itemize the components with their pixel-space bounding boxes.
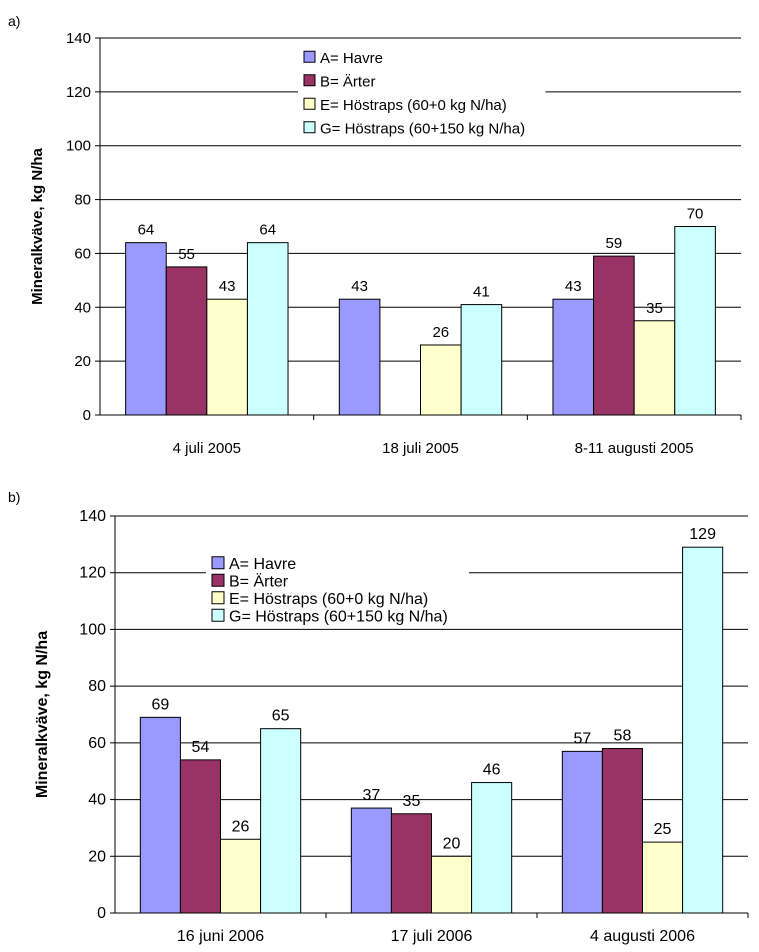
panel-label: a) bbox=[8, 13, 20, 29]
y-tick-label: 60 bbox=[88, 735, 106, 752]
bar bbox=[350, 807, 392, 914]
data-label: 37 bbox=[362, 787, 380, 804]
bar bbox=[165, 266, 208, 416]
category-label: 4 juli 2005 bbox=[173, 440, 241, 457]
data-label: 43 bbox=[219, 278, 236, 295]
bar bbox=[338, 298, 381, 416]
bar bbox=[260, 728, 302, 914]
category-label: 8-11 augusti 2005 bbox=[575, 440, 694, 457]
data-label: 57 bbox=[573, 730, 591, 747]
legend-label: B= Ärter bbox=[320, 73, 375, 90]
legend-label: A= Havre bbox=[229, 556, 296, 573]
legend-label: B= Ärter bbox=[229, 572, 289, 590]
bar bbox=[682, 546, 724, 914]
category-label: 4 augusti 2006 bbox=[590, 928, 695, 945]
bar bbox=[431, 855, 473, 914]
bar bbox=[633, 320, 676, 416]
category-label: 18 juli 2005 bbox=[382, 440, 459, 457]
y-tick-label: 0 bbox=[97, 905, 106, 922]
legend-background bbox=[298, 41, 546, 143]
legend: A= Havre B= Ärter E= Höstraps (60+0 kg N/h… bbox=[298, 41, 546, 143]
y-tick-label: 140 bbox=[79, 508, 106, 525]
legend-swatch bbox=[303, 74, 316, 87]
y-tick-label: 40 bbox=[74, 299, 91, 316]
legend-label: E= Höstraps (60+0 kg N/ha) bbox=[229, 591, 428, 608]
data-label: 129 bbox=[689, 526, 716, 543]
data-label: 46 bbox=[483, 762, 501, 779]
data-label: 59 bbox=[606, 235, 623, 252]
y-tick-label: 100 bbox=[66, 138, 91, 155]
bar bbox=[390, 813, 433, 914]
bar bbox=[139, 716, 181, 914]
data-label: 69 bbox=[151, 696, 169, 713]
data-label: 26 bbox=[432, 324, 449, 341]
legend-background bbox=[206, 550, 469, 628]
data-label: 54 bbox=[192, 739, 210, 756]
data-label: 26 bbox=[232, 818, 250, 835]
bar bbox=[674, 226, 716, 416]
y-tick-label: 140 bbox=[66, 30, 91, 47]
data-label: 64 bbox=[259, 222, 276, 239]
panel-label: b) bbox=[8, 489, 20, 505]
y-tick-label: 60 bbox=[74, 245, 91, 262]
bar bbox=[642, 841, 684, 914]
bar bbox=[206, 298, 248, 416]
y-tick-label: 120 bbox=[66, 84, 91, 101]
y-tick-label: 80 bbox=[74, 192, 91, 209]
data-label: 20 bbox=[443, 835, 461, 852]
y-axis-title: Mineralkväve, kg N/ha bbox=[34, 631, 51, 798]
data-label: 58 bbox=[614, 728, 632, 745]
legend-swatch bbox=[211, 556, 225, 570]
bar bbox=[460, 304, 503, 416]
bar bbox=[179, 759, 222, 914]
data-label: 70 bbox=[687, 206, 704, 223]
bar bbox=[246, 242, 289, 416]
legend-swatch bbox=[211, 591, 225, 605]
y-tick-label: 120 bbox=[79, 565, 106, 582]
y-tick-label: 40 bbox=[88, 792, 106, 809]
legend-swatch bbox=[303, 50, 316, 63]
legend-swatch bbox=[211, 608, 225, 622]
y-tick-label: 0 bbox=[83, 407, 91, 424]
legend-swatch bbox=[211, 573, 225, 587]
data-label: 65 bbox=[272, 708, 290, 725]
y-axis-title: Mineralkväve, kg N/ha bbox=[29, 147, 46, 304]
chart-b: b) 0 20 40 60 80 100 120 140 Mineralkväve, kg N/h… bbox=[8, 489, 749, 945]
legend-label: E= Höstraps (60+0 kg N/ha) bbox=[320, 97, 507, 114]
y-tick-label: 20 bbox=[88, 848, 106, 865]
data-label: 43 bbox=[565, 278, 582, 295]
data-label: 41 bbox=[473, 284, 490, 301]
bar bbox=[125, 242, 167, 416]
y-tick-label: 20 bbox=[74, 353, 91, 370]
data-label: 64 bbox=[138, 222, 155, 239]
legend-label: A= Havre bbox=[320, 50, 383, 67]
chart-a: a) 0 20 40 60 80 100 120 140 Mineralkväve, kg N/h… bbox=[8, 13, 742, 457]
data-label: 35 bbox=[646, 300, 663, 317]
data-label: 55 bbox=[178, 246, 195, 263]
bar bbox=[471, 782, 513, 914]
bar bbox=[420, 344, 462, 416]
bar bbox=[552, 298, 595, 416]
legend-label: G= Höstraps (60+150 kg N/ha) bbox=[320, 120, 525, 137]
legend-label: G= Höstraps (60+150 kg N/ha) bbox=[229, 608, 448, 625]
bar bbox=[601, 748, 643, 914]
bar bbox=[561, 750, 603, 914]
y-tick-label: 80 bbox=[88, 678, 106, 695]
y-tick-label: 100 bbox=[79, 621, 106, 638]
category-label: 16 juni 2006 bbox=[177, 928, 264, 945]
bar bbox=[220, 838, 262, 914]
data-label: 43 bbox=[351, 278, 368, 295]
legend-swatch bbox=[303, 97, 316, 110]
data-label: 35 bbox=[403, 793, 421, 810]
bar bbox=[593, 255, 635, 416]
data-label: 25 bbox=[654, 821, 672, 838]
legend-swatch bbox=[303, 121, 316, 134]
category-label: 17 juli 2006 bbox=[391, 928, 473, 945]
